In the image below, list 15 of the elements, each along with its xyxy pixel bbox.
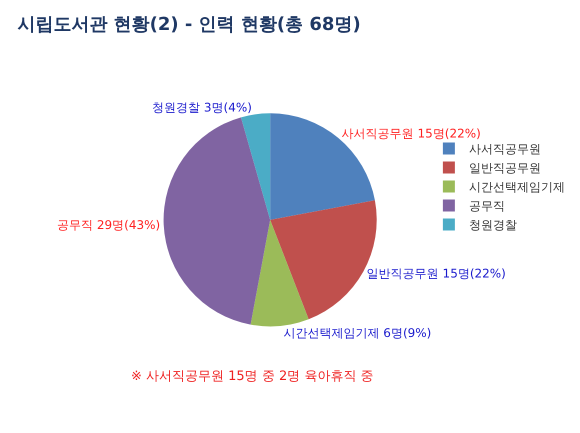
pie-slice: [164, 117, 270, 325]
legend-label: 시간선택제임기제: [468, 180, 565, 194]
legend-label: 일반직공무원: [468, 161, 541, 176]
pie-slice: [250, 220, 309, 326]
data-label: 공무직 29명(43%): [57, 218, 160, 232]
text: ※ 사서직공무원 15명 중 2명 육아휴직 중: [131, 369, 374, 384]
chart-title: 시립도서관 현황(2) - 인력 현황(총 68명): [17, 14, 361, 35]
data-label: 일반직공무원 15명(22%): [366, 266, 506, 280]
data-label: 시간선택제임기제 6명(9%): [283, 326, 432, 340]
legend-label: 공무직: [468, 199, 505, 214]
pie-slice: [240, 113, 270, 220]
data-label: 청원경찰 3명(4%): [152, 100, 252, 114]
legend-label: 청원경찰: [468, 218, 517, 232]
data-label: 사서직공무원 15명(22%): [342, 126, 481, 141]
legend-label: 사서직공무원: [468, 142, 541, 156]
